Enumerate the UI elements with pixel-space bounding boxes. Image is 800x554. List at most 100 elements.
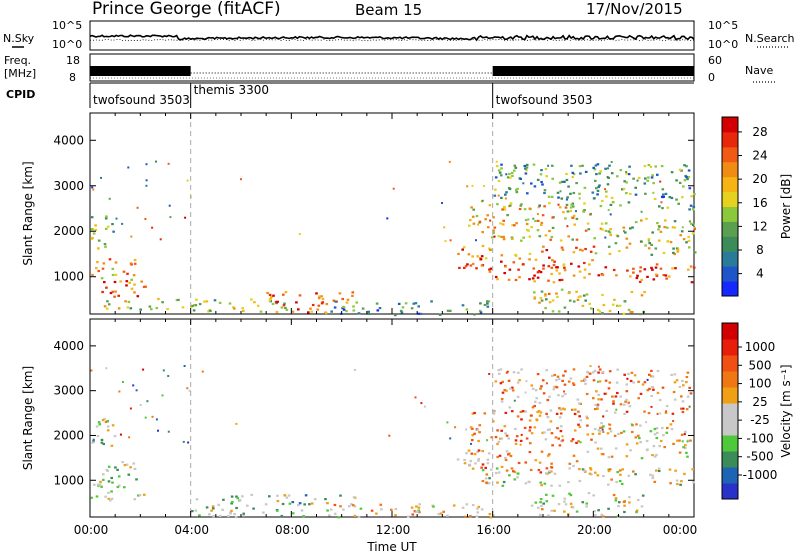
data-cell [625,181,628,184]
data-cell [572,300,576,303]
data-cell [676,248,680,251]
data-cell [242,512,245,515]
data-cell [548,453,551,456]
data-cell [572,382,575,385]
data-cell [561,379,564,382]
data-cell [651,268,654,271]
data-cell [528,207,532,210]
data-cell [532,217,535,220]
data-cell [475,267,478,270]
data-cell [516,476,519,479]
data-cell [100,438,104,441]
data-cell [693,193,696,196]
data-cell [547,164,550,167]
y-axis-title: Slant Range [km] [21,161,35,265]
data-cell [514,439,518,442]
data-cell [291,310,295,313]
data-cell [133,262,137,265]
data-cell [571,438,575,441]
data-cell [276,500,280,503]
data-cell [504,197,507,200]
data-cell [541,183,544,186]
data-cell [318,295,321,298]
data-cell [465,308,469,311]
data-cell [295,301,298,304]
data-cell [304,494,308,497]
data-cell [478,220,482,223]
data-cell [557,503,561,506]
data-cell [671,267,674,270]
data-cell [540,169,543,172]
data-cell [584,382,587,385]
data-cell [547,514,550,517]
data-cell [475,239,477,242]
data-cell [650,405,653,408]
colorbar-tick-label: 100 [749,377,772,391]
data-cell [596,474,600,477]
data-cell [334,300,338,303]
data-cell [596,380,599,383]
data-cell [528,419,532,422]
data-cell [551,259,554,262]
data-cell [681,226,684,229]
data-cell [589,467,592,470]
data-cell [370,509,374,512]
data-cell [656,173,659,176]
data-cell [650,243,653,246]
data-cell [680,395,683,398]
data-cell [107,497,111,500]
data-cell [110,444,114,447]
data-cell [270,295,273,298]
data-cell [540,299,544,302]
data-cell [653,197,657,200]
data-cell [496,203,499,206]
data-cell [679,483,682,486]
data-cell [417,312,420,315]
data-cell [689,265,693,268]
data-cell [514,278,518,282]
data-cell [127,300,131,303]
data-cell [574,408,577,411]
data-cell [558,272,561,275]
data-cell [253,301,256,304]
data-cell [653,480,657,483]
data-cell [678,168,682,171]
nsky-tick-top: 10^5 [52,19,82,32]
data-cell [96,261,99,264]
data-cell [470,452,474,455]
data-cell [104,245,107,248]
data-cell [233,512,236,516]
data-cell [673,226,677,229]
data-cell [657,228,660,231]
data-cell [644,192,647,195]
data-cell [607,167,609,170]
data-cell [524,167,527,170]
data-cell [95,267,98,270]
data-cell [686,455,689,458]
data-cell [685,381,688,384]
data-cell [167,430,170,433]
data-cell [94,228,98,231]
data-cell [516,381,520,384]
data-cell [641,383,645,386]
data-cell [399,309,403,312]
data-cell [276,509,279,512]
data-cell [597,393,600,396]
data-cell [572,383,576,386]
data-cell [672,247,675,250]
data-cell [592,397,595,400]
data-cell [597,398,600,401]
data-cell [133,467,137,470]
data-cell [544,293,547,296]
data-cell [489,267,493,270]
data-cell [487,482,491,485]
data-cell [511,174,514,177]
data-cell [585,505,588,508]
data-cell [636,498,640,502]
data-cell [463,462,467,465]
data-cell [604,222,608,225]
data-cell [328,514,331,517]
data-cell [555,269,559,272]
data-cell [572,214,576,217]
nsearch-tick-bottom: 10^0 [708,38,738,51]
